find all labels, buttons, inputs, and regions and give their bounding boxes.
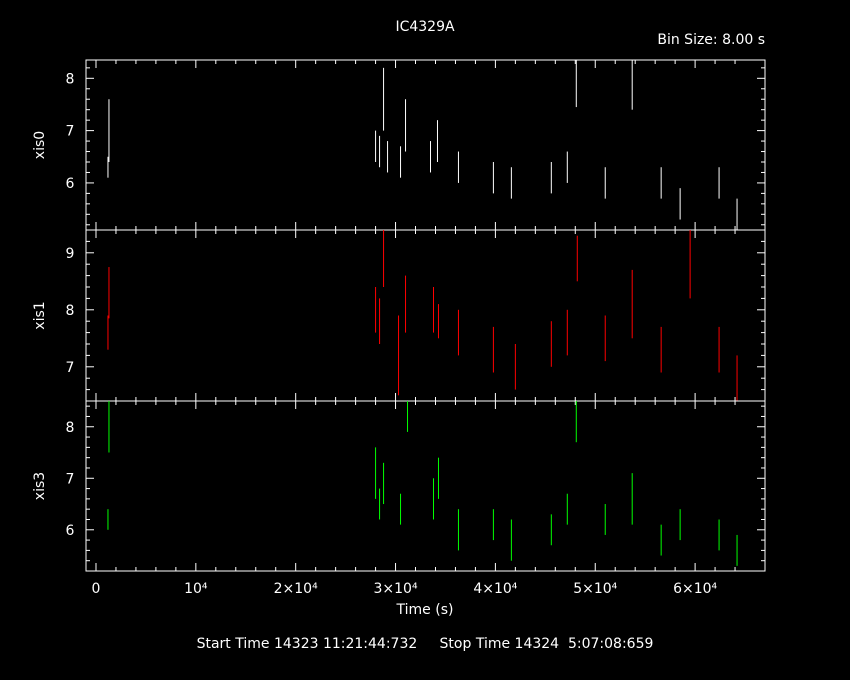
y-tick-label: 7	[66, 471, 75, 487]
x-axis-label: Time (s)	[396, 602, 454, 618]
y-tick-label: 8	[66, 71, 75, 87]
panel-frame	[85, 229, 766, 402]
panel-label-xis3: xis3	[32, 472, 48, 500]
y-tick-label: 6	[66, 176, 75, 192]
panel-frame	[85, 400, 766, 572]
chart-title: IC4329A	[395, 19, 455, 35]
x-tick-label: 6×10⁴	[673, 581, 717, 597]
data-xis1	[107, 230, 738, 401]
data-xis0	[107, 60, 738, 230]
start-time-label: Start Time	[196, 636, 270, 652]
start-time-value: 14323 11:21:44:732	[273, 636, 418, 652]
panel-label-xis1: xis1	[32, 301, 48, 329]
panel-xis1: 7 8 9 xis1	[32, 229, 766, 402]
y-tick-label: 7	[66, 124, 75, 140]
x-tick-label: 5×10⁴	[573, 581, 617, 597]
y-tick-label: 7	[66, 360, 75, 376]
x-tick-label: 10⁴	[184, 581, 208, 597]
y-tick-label: 9	[66, 246, 75, 262]
panels: 6 7 8 xis0 7 8 9 xis1 6 7 8 xis3	[32, 59, 766, 572]
stop-time-value: 14324 5:07:08:659	[514, 636, 654, 652]
panel-xis3: 6 7 8 xis3	[32, 400, 766, 572]
bin-size-label: Bin Size: 8.00 s	[657, 32, 765, 48]
y-tick-label: 8	[66, 420, 75, 436]
data-xis3	[107, 401, 738, 566]
x-tick-label: 0	[92, 581, 101, 597]
x-tick-label: 4×10⁴	[473, 581, 517, 597]
x-tick-label: 3×10⁴	[374, 581, 418, 597]
panel-label-xis0: xis0	[32, 131, 48, 159]
time-range-footer: Start Time 14323 11:21:44:732 Stop Time …	[0, 636, 850, 652]
y-tick-label: 8	[66, 303, 75, 319]
x-axis: 0 10⁴ 2×10⁴ 3×10⁴ 4×10⁴ 5×10⁴ 6×10⁴	[92, 581, 718, 597]
panel-frame	[85, 59, 766, 231]
stop-time-label: Stop Time	[439, 636, 511, 652]
x-tick-label: 2×10⁴	[274, 581, 318, 597]
panel-xis0: 6 7 8 xis0	[32, 59, 766, 231]
y-tick-label: 6	[66, 523, 75, 539]
